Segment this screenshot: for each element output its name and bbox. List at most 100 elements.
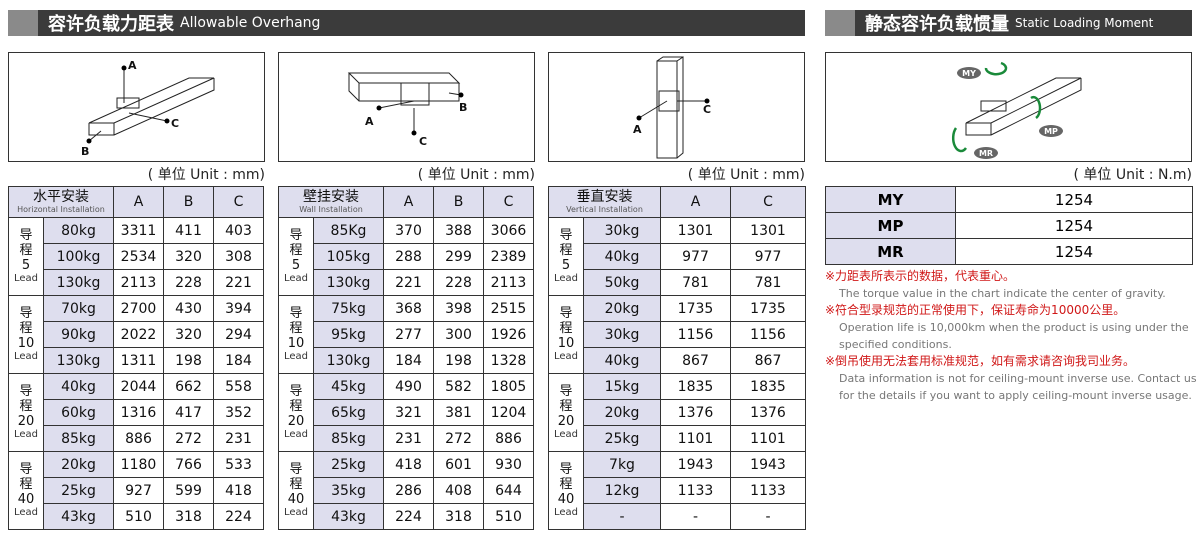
value-cell: 510	[113, 503, 164, 530]
column-header: A	[113, 186, 164, 218]
lead-cell: 导程 5 Lead	[548, 217, 584, 296]
value-cell: 1316	[113, 399, 164, 426]
weight-cell: 85kg	[43, 425, 114, 452]
moment-row: MR 1254	[825, 238, 1193, 265]
value-cell: 320	[163, 321, 214, 348]
moment-row: MP 1254	[825, 212, 1193, 239]
diagram-label: C	[419, 135, 427, 148]
value-cell: 221	[383, 269, 434, 296]
value-cell: -	[730, 503, 806, 530]
value-cell: 3311	[113, 217, 164, 244]
value-cell: 430	[163, 295, 214, 322]
unit-label: ( 单位 Unit : N.m)	[1073, 167, 1192, 183]
data-row: 40kg 977 977	[549, 243, 806, 270]
value-cell: 601	[433, 451, 484, 478]
data-row: 导程 20 Lead 15kg 1835 1835	[548, 373, 806, 452]
header-cn: 壁挂安装	[303, 188, 359, 205]
data-row: 43kg 510 318 224	[9, 503, 264, 530]
unit-label: ( 单位 Unit : mm)	[417, 167, 535, 183]
moment-key: MY	[825, 186, 956, 213]
lead-unit: Lead	[283, 351, 309, 362]
title-cn: 容许负载力距表	[48, 14, 174, 35]
value-cell: 510	[483, 503, 534, 530]
value-cell: 867	[660, 347, 731, 374]
lead-cell: 导程 20 Lead	[278, 373, 314, 452]
weight-cell: 105kg	[313, 243, 384, 270]
column-header: C	[483, 186, 534, 218]
value-cell: 1376	[730, 399, 806, 426]
value-cell: 533	[213, 451, 264, 478]
weight-cell: 45kg	[313, 373, 384, 400]
column-header: C	[730, 186, 806, 218]
value-cell: 231	[213, 425, 264, 452]
data-row: 50kg 781 781	[549, 269, 806, 296]
lead-unit: Lead	[283, 507, 309, 518]
weight-cell: 40kg	[583, 347, 661, 374]
value-cell: 582	[433, 373, 484, 400]
weight-cell: 95kg	[313, 321, 384, 348]
value-cell: 228	[163, 269, 214, 296]
value-cell: 388	[433, 217, 484, 244]
data-row: 导程 10 Lead 20kg 1735 1735	[548, 295, 806, 374]
note-en: Operation life is 10,000km when the prod…	[839, 321, 1189, 351]
lead-label: 导程	[559, 228, 573, 258]
title-en: Allowable Overhang	[180, 15, 321, 31]
value-cell: 930	[483, 451, 534, 478]
data-row: 导程 20 Lead 40kg 2044 662 558	[8, 373, 264, 452]
weight-cell: 35kg	[313, 477, 384, 504]
diagram-label: A	[633, 123, 642, 136]
data-row: 95kg 277 300 1926	[279, 321, 534, 348]
value-cell: 1133	[660, 477, 731, 504]
data-row: 35kg 286 408 644	[279, 477, 534, 504]
weight-cell: 25kg	[43, 477, 114, 504]
lead-cell: 导程 10 Lead	[278, 295, 314, 374]
moment-value: 1254	[955, 186, 1193, 213]
lead-unit: Lead	[283, 273, 309, 284]
lead-unit: Lead	[13, 273, 39, 284]
weight-cell: 100kg	[43, 243, 114, 270]
data-row: 30kg 1156 1156	[549, 321, 806, 348]
weight-cell: 70kg	[43, 295, 114, 322]
lead-value: 20	[17, 414, 35, 429]
data-row: 12kg 1133 1133	[549, 477, 806, 504]
weight-cell: 40kg	[43, 373, 114, 400]
weight-cell: 7kg	[583, 451, 661, 478]
diagram: MY MP MR	[825, 52, 1192, 162]
diagram-label: B	[81, 145, 89, 158]
diagram-label: B	[459, 101, 467, 114]
value-cell: 927	[113, 477, 164, 504]
value-cell: 2515	[483, 295, 534, 322]
value-cell: 781	[730, 269, 806, 296]
value-cell: 1735	[660, 295, 731, 322]
value-cell: 184	[383, 347, 434, 374]
value-cell: 1376	[660, 399, 731, 426]
lead-unit: Lead	[13, 351, 39, 362]
header-row: 壁挂安装 Wall Installation A B C	[278, 186, 534, 218]
lead-value: 40	[557, 492, 575, 507]
column-header: A	[660, 186, 731, 218]
value-cell: 352	[213, 399, 264, 426]
lead-value: 40	[17, 492, 35, 507]
value-cell: 781	[660, 269, 731, 296]
data-table: 水平安装 Horizontal Installation A B C 导程 5 Lead 80k…	[8, 186, 264, 530]
value-cell: 867	[730, 347, 806, 374]
lead-value: 5	[21, 258, 31, 273]
value-cell: 766	[163, 451, 214, 478]
weight-cell: 15kg	[583, 373, 661, 400]
lead-value: 20	[287, 414, 305, 429]
value-cell: 977	[660, 243, 731, 270]
value-cell: 1943	[660, 451, 731, 478]
value-cell: 411	[163, 217, 214, 244]
column-header: A	[383, 186, 434, 218]
moment-key: MR	[825, 238, 956, 265]
value-cell: 286	[383, 477, 434, 504]
diagram-svg: A B C	[81, 59, 215, 158]
data-row: 130kg 2113 228 221	[9, 269, 264, 296]
note-cn: ※符合型录规范的正常使用下，保证寿命为10000公里。	[825, 303, 1126, 317]
lead-value: 10	[287, 336, 305, 351]
weight-cell: 130kg	[313, 269, 384, 296]
weight-cell: 25kg	[313, 451, 384, 478]
value-cell: 1101	[660, 425, 731, 452]
header-cn: 水平安装	[33, 188, 89, 205]
value-cell: 1926	[483, 321, 534, 348]
